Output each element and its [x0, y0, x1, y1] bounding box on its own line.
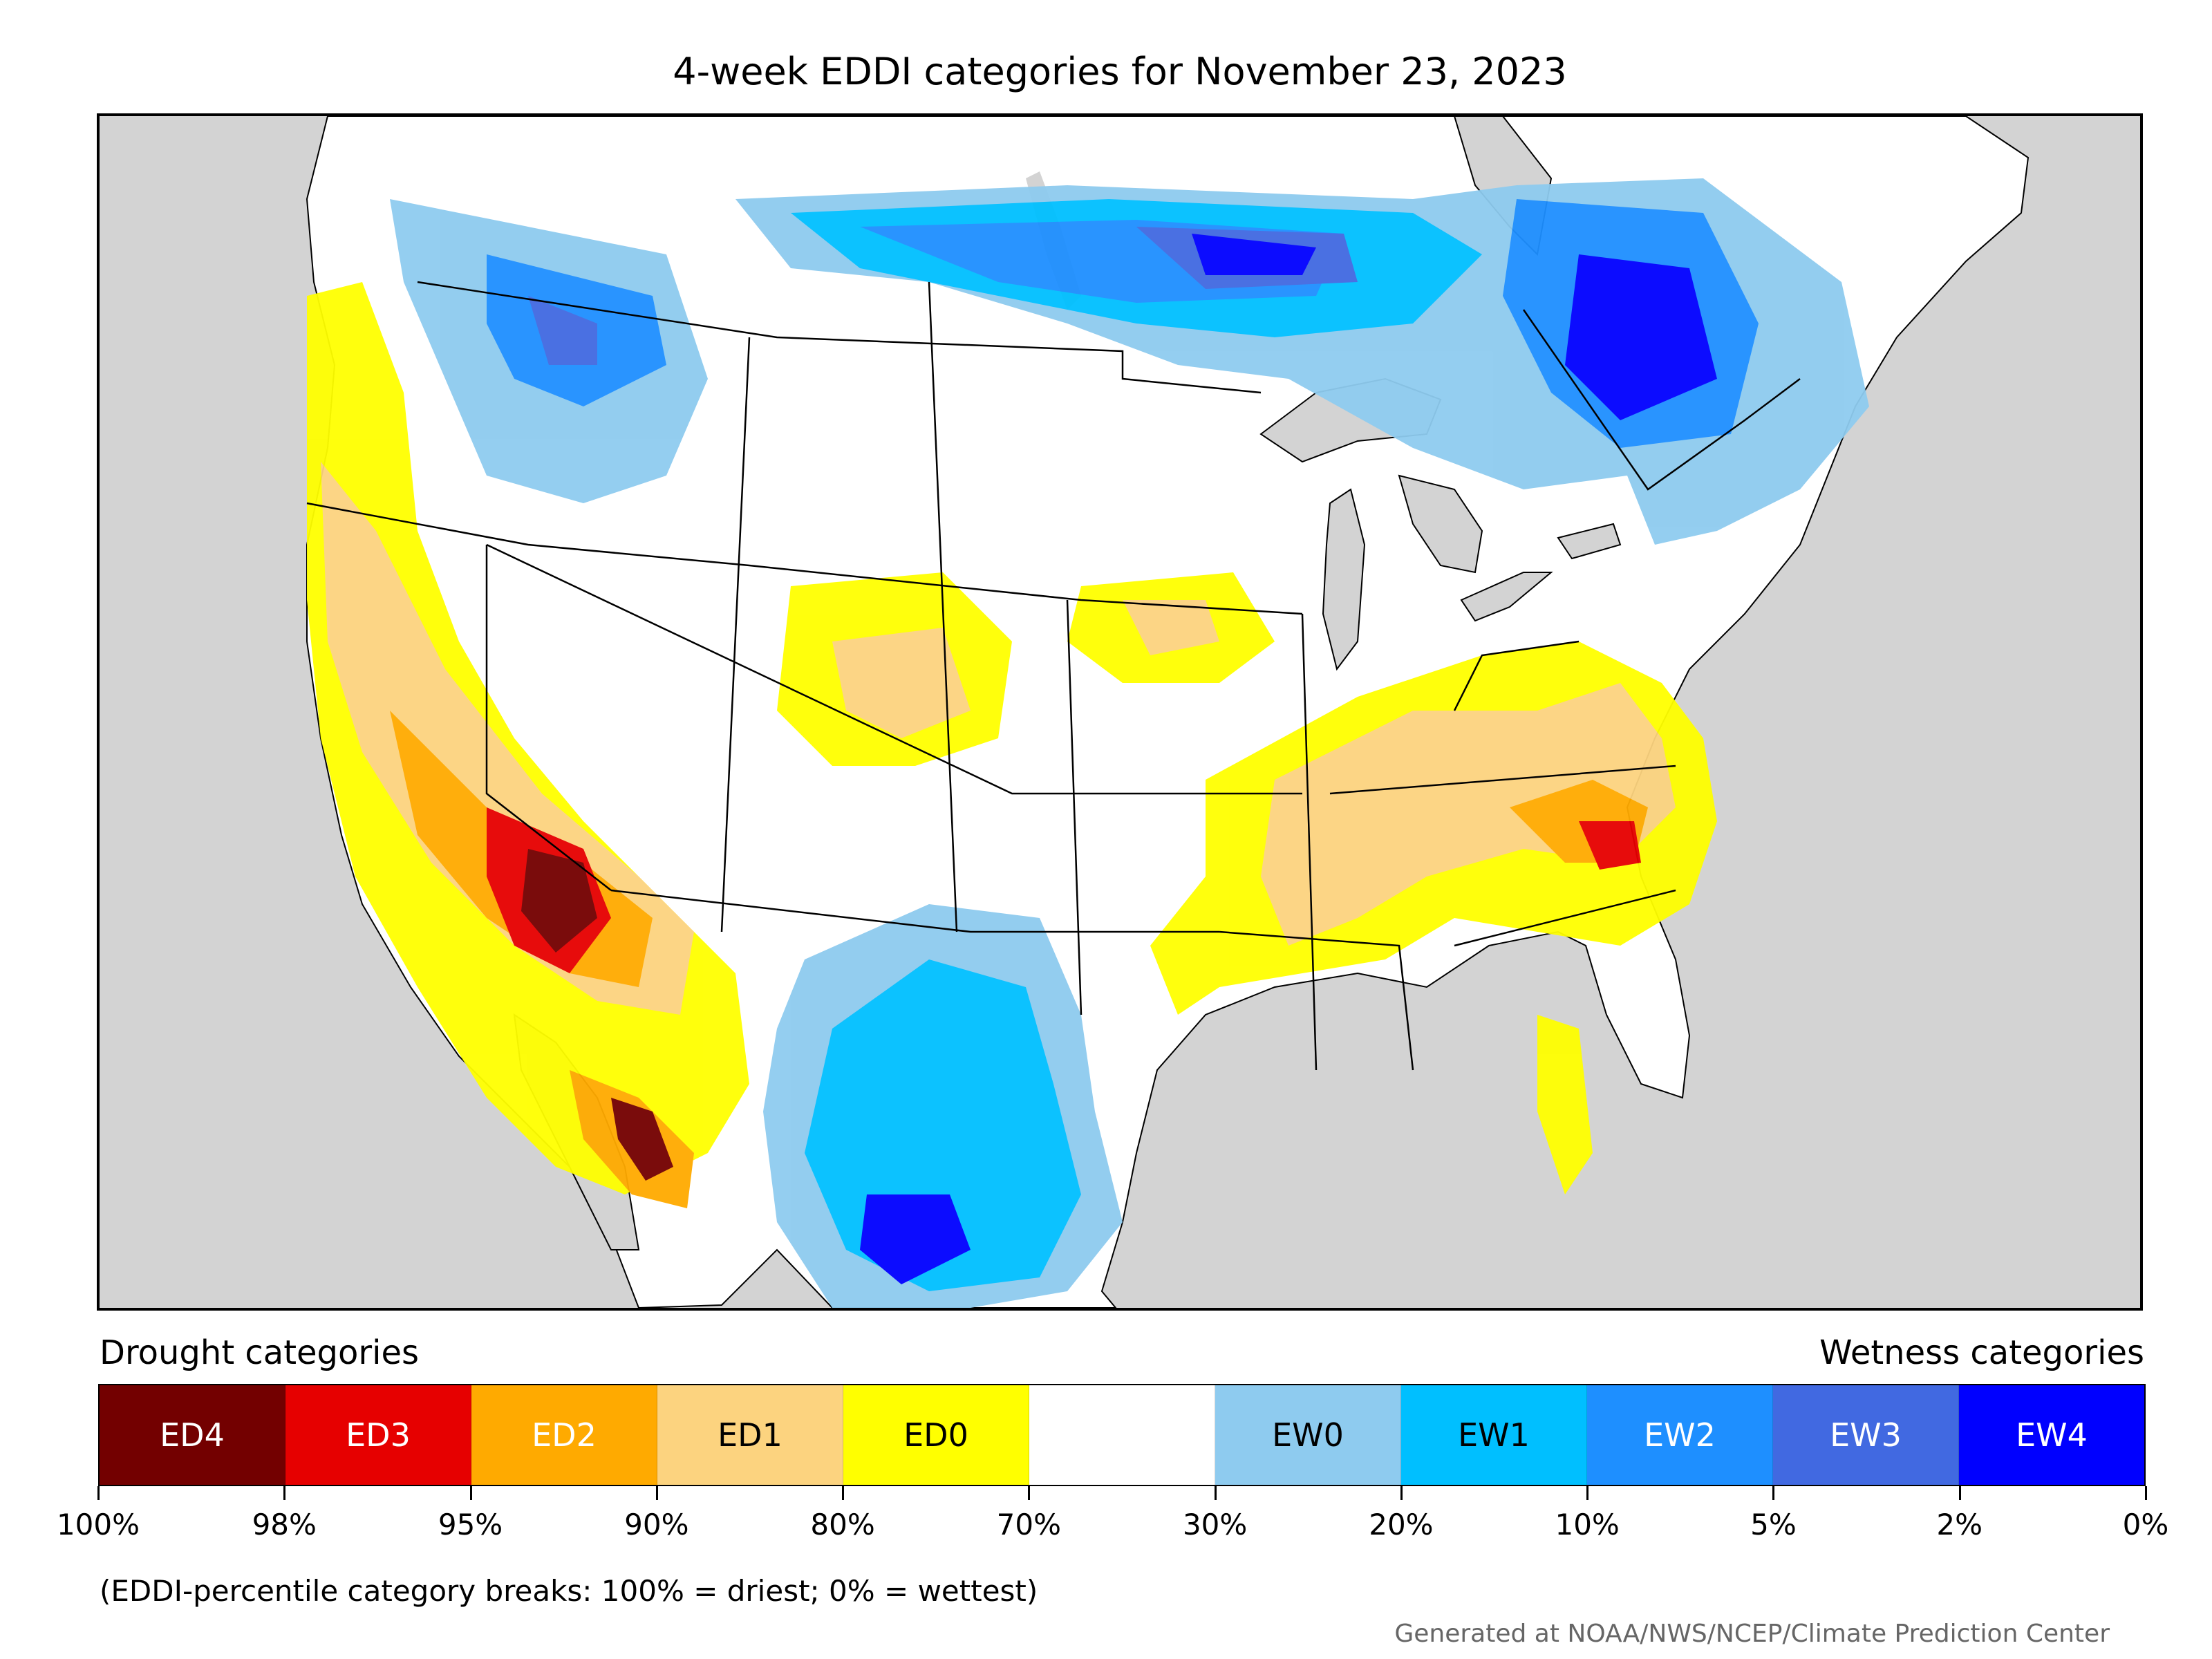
colorbar-tick: [655, 1486, 658, 1500]
colorbar-cell-ew2: EW2: [1587, 1385, 1773, 1485]
colorbar-tick-label: 95%: [438, 1508, 503, 1541]
lake-ontario: [1557, 523, 1622, 560]
colorbar-cell-ed1: ED1: [657, 1385, 843, 1485]
colorbar-tick-label: 30%: [1182, 1508, 1248, 1541]
colorbar-tick-label: 10%: [1555, 1508, 1620, 1541]
lake-erie: [1460, 572, 1553, 622]
colorbar-tick: [1400, 1486, 1403, 1500]
lake-michigan: [1322, 488, 1366, 671]
category-colorbar: ED4 ED3 ED2 ED1 ED0 EW0 EW1 EW2 EW3 EW4: [98, 1384, 2146, 1486]
boundaries: [306, 281, 1801, 1071]
credit-line: Generated at NOAA/NWS/NCEP/Climate Predi…: [1394, 1620, 2110, 1648]
colorbar-tick-label: 98%: [252, 1508, 317, 1541]
eddi-map: [97, 113, 2143, 1311]
colorbar-tick-label: 20%: [1369, 1508, 1434, 1541]
colorbar-cell-ed2: ED2: [471, 1385, 657, 1485]
wetness-categories-heading: Wetness categories: [1819, 1333, 2144, 1372]
colorbar-tick: [1958, 1486, 1961, 1500]
colorbar-tick-label: 90%: [624, 1508, 689, 1541]
colorbar-cell-ed0: ED0: [843, 1385, 1029, 1485]
colorbar-cell-ew4: EW4: [1959, 1385, 2144, 1485]
colorbar-tick: [1772, 1486, 1775, 1500]
colorbar-tick-label: 5%: [1750, 1508, 1797, 1541]
map-title: 4-week EDDI categories for November 23, …: [673, 50, 1567, 93]
drought-categories-heading: Drought categories: [100, 1333, 419, 1372]
colorbar-tick-label: 70%: [996, 1508, 1062, 1541]
colorbar-cell-ed3: ED3: [285, 1385, 471, 1485]
colorbar-tick: [97, 1486, 100, 1500]
colorbar-cell-ew3: EW3: [1773, 1385, 1959, 1485]
colorbar-cell-ew0: EW0: [1215, 1385, 1401, 1485]
colorbar-ticks: [97, 1486, 2147, 1500]
colorbar-cell-ew1: EW1: [1401, 1385, 1587, 1485]
map-canvas: [306, 116, 2030, 1308]
colorbar-tick: [1028, 1486, 1031, 1500]
colorbar-cell-ed4: ED4: [100, 1385, 285, 1485]
colorbar-tick: [469, 1486, 472, 1500]
colorbar-tick: [2145, 1486, 2147, 1500]
colorbar-tick: [1214, 1486, 1217, 1500]
colorbar-tick-label: 80%: [810, 1508, 875, 1541]
lake-huron: [1398, 474, 1483, 574]
colorbar-cell-neutral: [1029, 1385, 1215, 1485]
colorbar-tick: [842, 1486, 845, 1500]
colorbar-tick-label: 100%: [56, 1508, 140, 1541]
colorbar-tick: [1586, 1486, 1589, 1500]
colorbar-tick: [283, 1486, 286, 1500]
colorbar-tick-label: 0%: [2122, 1508, 2169, 1541]
colorbar-tick-labels: 100% 98% 95% 90% 80% 70% 30% 20% 10% 5% 2% 0%: [57, 1504, 2168, 1546]
colorbar-tick-label: 2%: [1936, 1508, 1983, 1541]
category-breaks-note: (EDDI-percentile category breaks: 100% =…: [100, 1574, 1038, 1608]
wetness-areas: [390, 178, 1869, 1308]
drought-areas: [307, 282, 1717, 1208]
